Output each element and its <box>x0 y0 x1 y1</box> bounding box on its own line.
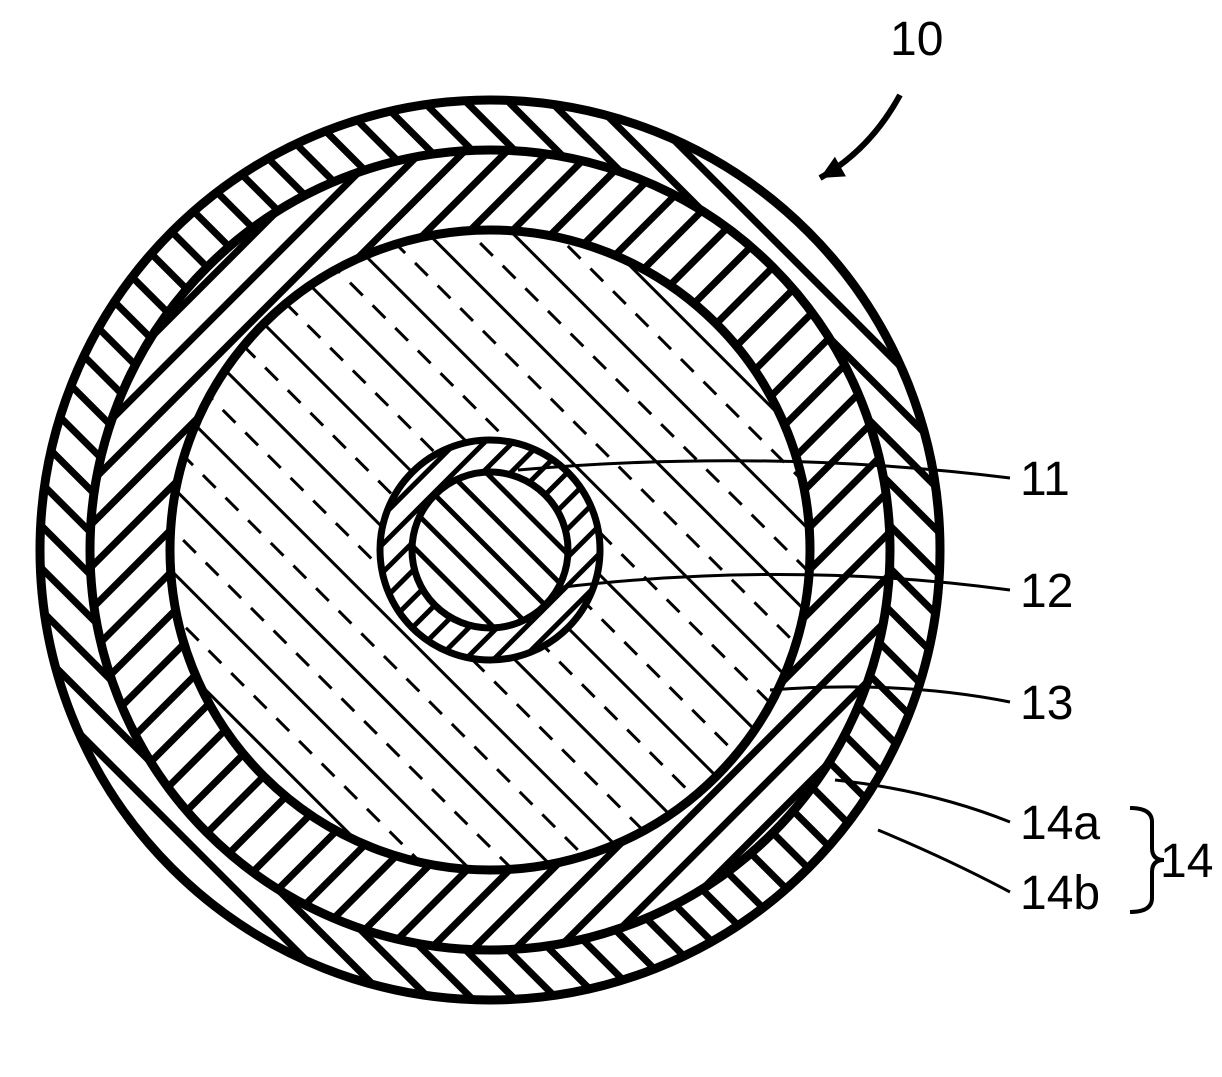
label-14a: 14a <box>1020 797 1100 850</box>
assembly-label: 10 <box>890 13 943 66</box>
label-11: 11 <box>1020 453 1070 506</box>
label-12: 12 <box>1020 565 1073 618</box>
label-14b: 14b <box>1020 867 1100 920</box>
diagram-svg: 10 11 12 13 14a 14b 14 <box>0 0 1222 1077</box>
label-13: 13 <box>1020 677 1073 730</box>
label-14: 14 <box>1160 835 1213 888</box>
bracket-14 <box>1130 808 1164 912</box>
leader-line-14b <box>878 830 1010 892</box>
